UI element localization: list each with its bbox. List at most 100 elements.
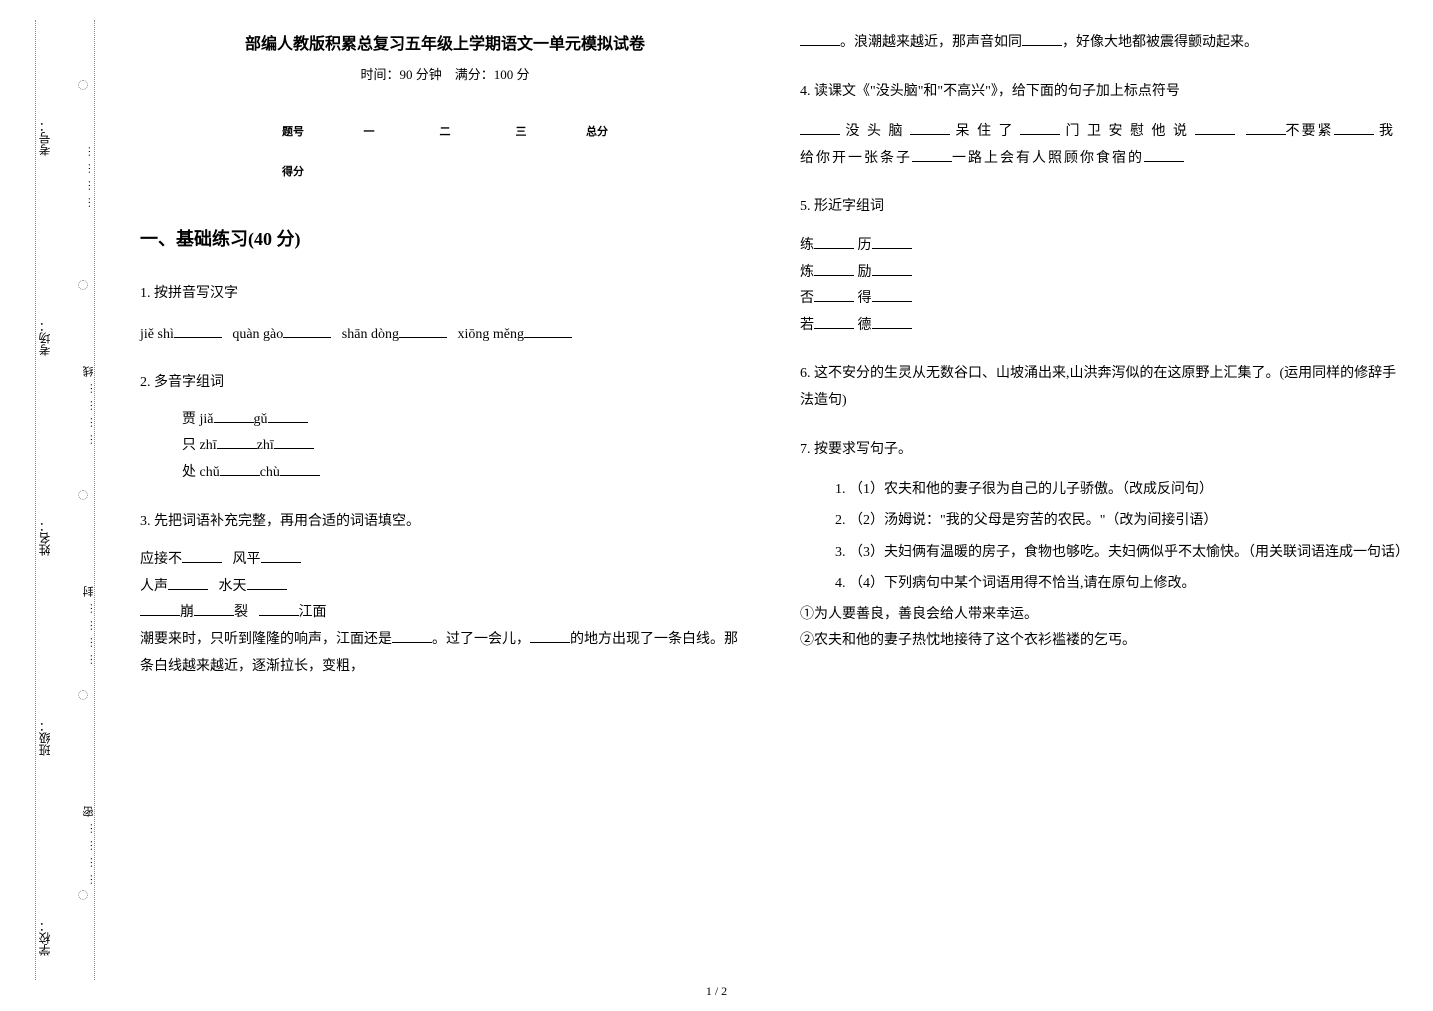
answer-blank[interactable] xyxy=(1144,148,1184,162)
answer-blank[interactable] xyxy=(247,576,287,590)
idiom-text: 应接不 xyxy=(140,552,182,567)
char-text: 历 xyxy=(858,238,872,253)
answer-blank[interactable] xyxy=(814,262,854,276)
answer-blank[interactable] xyxy=(814,288,854,302)
question-7: 7. 按要求写句子。 （1）农夫和他的妻子很为自己的儿子骄傲。（改成反问句） （… xyxy=(800,437,1410,656)
answer-blank[interactable] xyxy=(800,32,840,46)
question-label: 2. 多音字组词 xyxy=(140,370,750,397)
answer-blank[interactable] xyxy=(194,602,234,616)
binding-margin: 学校： 班级： 姓名： 考场： 考号： …………密 …………封 …………线 ……… xyxy=(35,20,95,980)
char-text: 炼 xyxy=(800,265,814,280)
binding-label-room: 考场： xyxy=(36,320,53,356)
question-6: 6. 这不安分的生灵从无数谷口、山坡涌出来,山洪奔泻似的在这原野上汇集了。(运用… xyxy=(800,361,1410,414)
idiom-text: 水天 xyxy=(219,579,247,594)
idiom-text: 风平 xyxy=(233,552,261,567)
page-number: 1 / 2 xyxy=(706,984,727,999)
score-cell: 一 xyxy=(331,111,407,151)
binding-label-name: 姓名： xyxy=(36,520,53,556)
answer-blank[interactable] xyxy=(217,435,257,449)
sub-question-item: （2）汤姆说："我的父母是穷苦的农民。"（改为间接引语） xyxy=(849,508,1410,533)
answer-blank[interactable] xyxy=(268,409,308,423)
char-text: 处 chǔ xyxy=(182,465,220,480)
answer-blank[interactable] xyxy=(872,262,912,276)
char-text: 练 xyxy=(800,238,814,253)
passage-text: 。浪潮越来越近，那声音如同 xyxy=(840,35,1022,50)
score-cell: 三 xyxy=(483,111,559,151)
answer-blank[interactable] xyxy=(912,148,952,162)
char-text: 若 xyxy=(800,318,814,333)
score-cell xyxy=(331,151,407,191)
section-heading: 一、基础练习(40 分) xyxy=(140,225,750,251)
score-table: 题号 一 二 三 总分 得分 xyxy=(255,111,635,191)
answer-blank[interactable] xyxy=(392,629,432,643)
answer-blank[interactable] xyxy=(1020,121,1060,135)
question-2: 2. 多音字组词 贾 jiǎgǔ 只 zhīzhī 处 chǔchù xyxy=(140,370,750,486)
binding-label-class: 班级： xyxy=(36,720,53,756)
score-cell: 题号 xyxy=(255,111,331,151)
score-header-row: 题号 一 二 三 总分 xyxy=(255,111,635,151)
right-column: 。浪潮越来越近，那声音如同，好像大地都被震得颤动起来。 4. 读课文《"没头脑"… xyxy=(800,30,1410,702)
answer-blank[interactable] xyxy=(1022,32,1062,46)
sub-question-list: （1）农夫和他的妻子很为自己的儿子骄傲。（改成反问句） （2）汤姆说："我的父母… xyxy=(800,477,1410,596)
paper-title: 部编人教版积累总复习五年级上学期语文一单元模拟试卷 xyxy=(140,30,750,54)
answer-blank[interactable] xyxy=(140,602,180,616)
answer-blank[interactable] xyxy=(814,315,854,329)
answer-blank[interactable] xyxy=(1246,121,1286,135)
char-text: 只 zhī xyxy=(182,438,217,453)
passage-text: 呆 住 了 xyxy=(956,124,1021,139)
content-columns: 部编人教版积累总复习五年级上学期语文一单元模拟试卷 时间：90 分钟 满分：10… xyxy=(140,30,1410,702)
binding-circle-icon xyxy=(78,280,88,290)
answer-blank[interactable] xyxy=(280,462,320,476)
idiom-text: 崩 xyxy=(180,605,194,620)
binding-inner-xian: …………线 xyxy=(81,360,97,445)
question-label: 1. 按拼音写汉字 xyxy=(140,281,750,308)
pinyin-text: shān dòng xyxy=(342,327,399,342)
char-text: chù xyxy=(260,465,280,480)
answer-blank[interactable] xyxy=(814,235,854,249)
score-cell: 总分 xyxy=(559,111,635,151)
sentence-2: ②农夫和他的妻子热忱地接待了这个衣衫褴褛的乞丐。 xyxy=(800,628,1410,655)
answer-blank[interactable] xyxy=(1334,121,1374,135)
answer-blank[interactable] xyxy=(261,549,301,563)
question-1: 1. 按拼音写汉字 jiě shì quàn gào shān dòng xiō… xyxy=(140,281,750,348)
question-4: 4. 读课文《"没头脑"和"不高兴"》，给下面的句子加上标点符号 没 头 脑 呆… xyxy=(800,79,1410,173)
char-text: gǔ xyxy=(254,412,268,427)
idiom-text: 裂 xyxy=(234,605,248,620)
score-cell xyxy=(483,151,559,191)
answer-blank[interactable] xyxy=(530,629,570,643)
answer-blank[interactable] xyxy=(872,235,912,249)
answer-blank[interactable] xyxy=(214,409,254,423)
answer-blank[interactable] xyxy=(910,121,950,135)
binding-inner-mi: …………密 xyxy=(81,800,97,885)
question-label: 3. 先把词语补充完整，再用合适的词语填空。 xyxy=(140,509,750,536)
answer-blank[interactable] xyxy=(800,121,840,135)
answer-blank[interactable] xyxy=(259,602,299,616)
answer-blank[interactable] xyxy=(174,324,222,338)
answer-blank[interactable] xyxy=(283,324,331,338)
passage-text: 。过了一会儿， xyxy=(432,632,530,647)
sub-question-item: （1）农夫和他的妻子很为自己的儿子骄傲。（改成反问句） xyxy=(849,477,1410,502)
score-cell xyxy=(559,151,635,191)
answer-blank[interactable] xyxy=(182,549,222,563)
question-label: 7. 按要求写句子。 xyxy=(800,437,1410,464)
passage-text: 不要紧 xyxy=(1286,124,1334,139)
question-3-continued: 。浪潮越来越近，那声音如同，好像大地都被震得颤动起来。 xyxy=(800,30,1410,57)
answer-blank[interactable] xyxy=(168,576,208,590)
passage-text: 没 头 脑 xyxy=(840,124,910,139)
score-value-row: 得分 xyxy=(255,151,635,191)
question-label: 4. 读课文《"没头脑"和"不高兴"》，给下面的句子加上标点符号 xyxy=(800,79,1410,106)
answer-blank[interactable] xyxy=(524,324,572,338)
answer-blank[interactable] xyxy=(872,288,912,302)
score-cell: 得分 xyxy=(255,151,331,191)
answer-blank[interactable] xyxy=(872,315,912,329)
answer-blank[interactable] xyxy=(274,435,314,449)
binding-inner-feng: …………封 xyxy=(81,580,97,665)
left-column: 部编人教版积累总复习五年级上学期语文一单元模拟试卷 时间：90 分钟 满分：10… xyxy=(140,30,750,702)
answer-blank[interactable] xyxy=(1195,121,1235,135)
binding-label-school: 学校： xyxy=(36,920,53,956)
binding-circle-icon xyxy=(78,690,88,700)
answer-blank[interactable] xyxy=(399,324,447,338)
answer-blank[interactable] xyxy=(220,462,260,476)
question-label: 6. 这不安分的生灵从无数谷口、山坡涌出来,山洪奔泻似的在这原野上汇集了。(运用… xyxy=(800,361,1410,414)
binding-circle-icon xyxy=(78,890,88,900)
